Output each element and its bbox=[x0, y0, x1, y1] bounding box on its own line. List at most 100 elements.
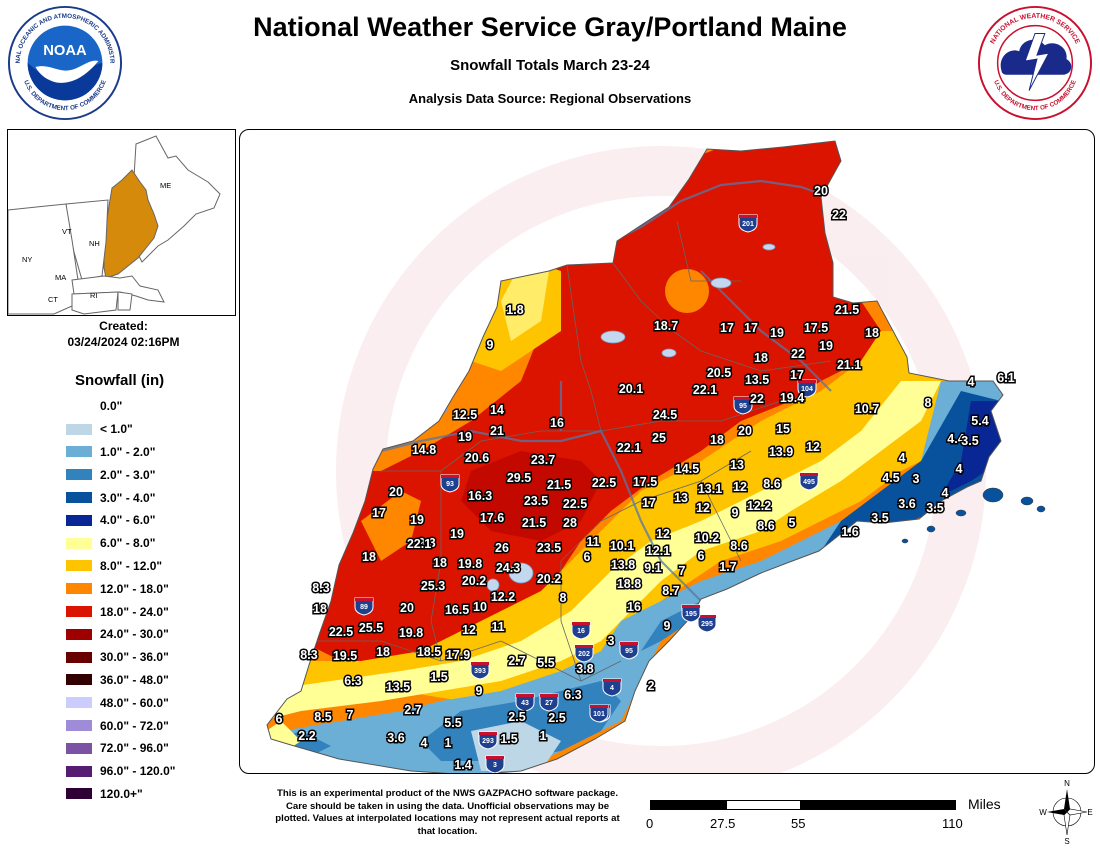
station-value: 13.9 bbox=[769, 445, 793, 459]
station-value: 13.1 bbox=[698, 482, 722, 496]
legend-label: < 1.0" bbox=[100, 422, 133, 437]
station-value: 9.1 bbox=[644, 561, 661, 575]
station-value: 17.9 bbox=[446, 648, 470, 662]
station-value: 16.3 bbox=[468, 489, 492, 503]
station-value: 21 bbox=[490, 424, 504, 438]
legend-label: 1.0" - 2.0" bbox=[100, 444, 156, 459]
highway-number: 16 bbox=[577, 628, 585, 635]
station-value: 13 bbox=[674, 491, 688, 505]
legend-swatch bbox=[66, 537, 92, 549]
highway-number: 295 bbox=[701, 621, 713, 628]
legend-label: 36.0" - 48.0" bbox=[100, 672, 169, 687]
snowfall-map: 2011049549593893931620229519595432741101… bbox=[239, 129, 1095, 774]
highway-shield-icon: 295 bbox=[697, 614, 717, 633]
legend-swatch bbox=[66, 788, 92, 800]
legend-label: 60.0" - 72.0" bbox=[100, 718, 169, 733]
station-value: 23.5 bbox=[537, 541, 561, 555]
station-value: 14 bbox=[490, 403, 504, 417]
legend-label: 8.0" - 12.0" bbox=[100, 558, 163, 573]
highway-shield-icon: 195 bbox=[681, 604, 701, 623]
station-value: 8 bbox=[560, 591, 567, 605]
inset-highlight-region bbox=[103, 169, 159, 279]
scale-bar: 0 27.5 55 110 bbox=[640, 792, 980, 842]
highway-number: 104 bbox=[801, 386, 813, 393]
highway-number: 89 bbox=[360, 604, 368, 611]
station-value: 8.6 bbox=[757, 519, 774, 533]
station-value: 22 bbox=[832, 208, 846, 222]
legend-swatch bbox=[66, 651, 92, 663]
station-value: 22 bbox=[791, 347, 805, 361]
station-value: 5 bbox=[789, 516, 796, 530]
station-value: 12 bbox=[656, 527, 670, 541]
station-value: 1.5 bbox=[430, 670, 447, 684]
legend-swatch bbox=[66, 720, 92, 732]
station-value: 6 bbox=[584, 550, 591, 564]
station-value: 3 bbox=[608, 634, 615, 648]
station-value: 4 bbox=[956, 462, 963, 476]
legend-item: 48.0" - 60.0" bbox=[66, 691, 175, 714]
legend-label: 30.0" - 36.0" bbox=[100, 650, 169, 665]
station-value: 3.6 bbox=[898, 497, 915, 511]
station-value: 23.7 bbox=[531, 453, 555, 467]
station-value: 20 bbox=[400, 601, 414, 615]
station-value: 29.5 bbox=[507, 471, 531, 485]
scale-segment-3 bbox=[800, 800, 956, 810]
station-value: 7 bbox=[679, 564, 686, 578]
station-value: 20.2 bbox=[537, 572, 561, 586]
scale-label-27-5: 27.5 bbox=[710, 816, 736, 831]
scale-label-55: 55 bbox=[791, 816, 806, 831]
highway-shield-icon: 202 bbox=[574, 644, 594, 663]
station-value: 20.2 bbox=[462, 574, 486, 588]
station-value: 1.7 bbox=[719, 560, 736, 574]
station-value: 13.5 bbox=[386, 680, 410, 694]
station-value: 12 bbox=[806, 440, 820, 454]
station-value: 23.5 bbox=[524, 494, 548, 508]
legend-swatch bbox=[66, 628, 92, 640]
station-value: 1 bbox=[540, 729, 547, 743]
data-source-label: Analysis Data Source: Regional Observati… bbox=[408, 91, 692, 106]
station-value: 10 bbox=[473, 600, 487, 614]
legend-swatch bbox=[66, 583, 92, 595]
legend-swatch bbox=[66, 560, 92, 572]
station-value: 12.2 bbox=[747, 499, 771, 513]
legend-label: 72.0" - 96.0" bbox=[100, 741, 169, 756]
station-value: 18 bbox=[362, 550, 376, 564]
station-value: 2.7 bbox=[508, 654, 525, 668]
station-value: 17 bbox=[372, 506, 386, 520]
station-value: 18 bbox=[710, 433, 724, 447]
station-value: 10.1 bbox=[610, 539, 634, 553]
created-label: Created: bbox=[99, 319, 148, 333]
scale-segment-1 bbox=[650, 800, 728, 810]
station-value: 10.7 bbox=[855, 402, 879, 416]
lakes bbox=[434, 225, 776, 592]
legend-swatch bbox=[66, 492, 92, 504]
highway-shield-icon: 27 bbox=[539, 693, 559, 712]
station-value: 3.5 bbox=[926, 501, 943, 515]
legend: 0.0" < 1.0" 1.0" - 2.0" 2.0" - 3.0" 3.0" - 4… bbox=[66, 395, 175, 805]
noaa-logo: NATIONAL OCEANIC AND ATMOSPHERIC ADMINIS… bbox=[6, 4, 123, 121]
station-value: 14.8 bbox=[412, 443, 436, 457]
highway-shield-icon: 89 bbox=[354, 597, 374, 616]
station-value: 18 bbox=[754, 351, 768, 365]
station-value: 4.4 bbox=[947, 432, 964, 446]
highway-shield-icon: 4 bbox=[602, 678, 622, 697]
locator-inset-map: ME VT NH NY MA CT RI bbox=[7, 129, 236, 316]
station-value: 19 bbox=[458, 430, 472, 444]
station-value: 5.5 bbox=[537, 656, 554, 670]
highway-number: 495 bbox=[803, 479, 815, 486]
inset-label-ma: MA bbox=[55, 273, 66, 282]
station-value: 2.7 bbox=[404, 703, 421, 717]
station-value: 20.5 bbox=[707, 366, 731, 380]
station-value: 22.1 bbox=[407, 537, 431, 551]
legend-item: 12.0" - 18.0" bbox=[66, 577, 175, 600]
station-value: 20.1 bbox=[619, 382, 643, 396]
legend-swatch bbox=[66, 674, 92, 686]
station-value: 12 bbox=[733, 480, 747, 494]
inset-label-ny: NY bbox=[22, 255, 32, 264]
highway-number: 201 bbox=[742, 221, 754, 228]
station-value: 12.1 bbox=[646, 544, 670, 558]
station-value: 7 bbox=[347, 708, 354, 722]
station-value: 6.3 bbox=[564, 688, 581, 702]
station-value: 19 bbox=[819, 339, 833, 353]
station-value: 12 bbox=[462, 623, 476, 637]
